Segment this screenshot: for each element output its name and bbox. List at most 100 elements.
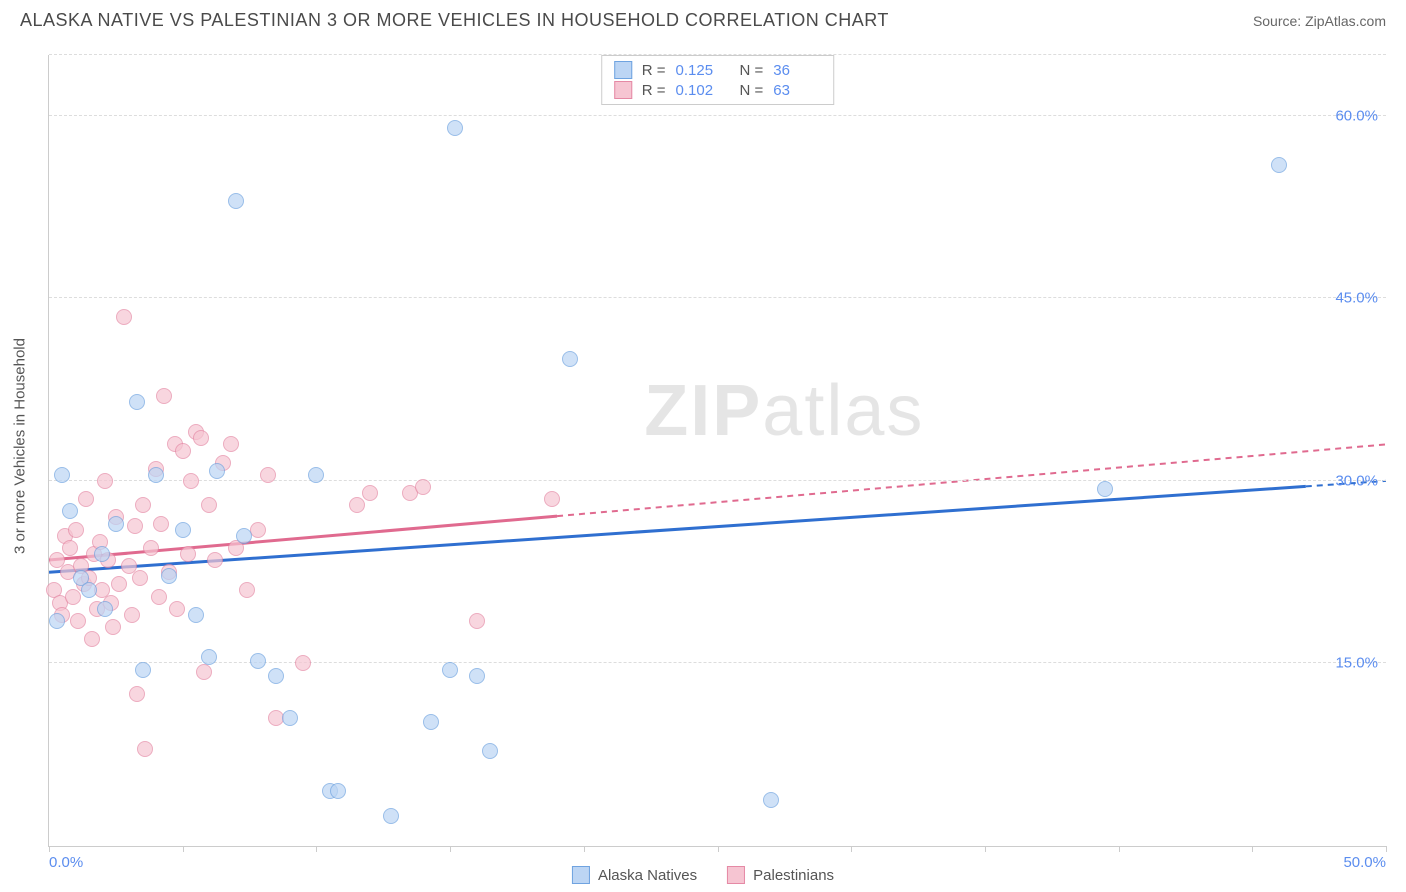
stat-n-value: 63 <box>773 82 821 99</box>
scatter-point <box>423 714 439 730</box>
scatter-point <box>207 552 223 568</box>
scatter-point <box>193 430 209 446</box>
stat-n-label: N = <box>740 62 764 79</box>
scatter-point <box>62 540 78 556</box>
gridline <box>49 115 1386 116</box>
scatter-point <box>135 662 151 678</box>
legend-item: Alaska Natives <box>572 866 697 884</box>
scatter-point <box>295 655 311 671</box>
series-swatch <box>614 81 632 99</box>
series-swatch <box>614 61 632 79</box>
gridline <box>49 54 1386 55</box>
scatter-point <box>68 522 84 538</box>
scatter-point <box>175 443 191 459</box>
scatter-point <box>239 582 255 598</box>
scatter-point <box>201 649 217 665</box>
scatter-point <box>129 686 145 702</box>
y-axis-label: 3 or more Vehicles in Household <box>12 338 29 554</box>
scatter-point <box>148 467 164 483</box>
stat-n-value: 36 <box>773 62 821 79</box>
chart-title: ALASKA NATIVE VS PALESTINIAN 3 OR MORE V… <box>20 10 889 31</box>
scatter-point <box>132 570 148 586</box>
scatter-point <box>447 120 463 136</box>
stats-legend: R = 0.125 N = 36R =0.102N =63 <box>601 55 835 105</box>
scatter-point <box>209 463 225 479</box>
scatter-point <box>236 528 252 544</box>
scatter-point <box>1271 157 1287 173</box>
scatter-point <box>151 589 167 605</box>
scatter-point <box>228 193 244 209</box>
scatter-point <box>383 808 399 824</box>
scatter-point <box>105 619 121 635</box>
x-tick <box>851 846 852 852</box>
stat-r-label: R = <box>642 62 666 79</box>
x-tick <box>718 846 719 852</box>
scatter-point <box>183 473 199 489</box>
scatter-point <box>137 741 153 757</box>
trend-lines <box>49 55 1386 846</box>
chart-header: ALASKA NATIVE VS PALESTINIAN 3 OR MORE V… <box>0 0 1406 41</box>
gridline <box>49 480 1386 481</box>
scatter-point <box>127 518 143 534</box>
x-tick <box>1119 846 1120 852</box>
legend-label: Palestinians <box>753 867 834 884</box>
watermark: ZIPatlas <box>644 370 924 452</box>
scatter-point <box>268 668 284 684</box>
stat-r-value: 0.125 <box>676 62 724 79</box>
scatter-point <box>201 497 217 513</box>
stats-row: R =0.102N =63 <box>614 80 822 100</box>
series-legend: Alaska Natives Palestinians <box>572 866 834 884</box>
x-tick-label: 50.0% <box>1343 854 1386 871</box>
gridline <box>49 297 1386 298</box>
x-tick <box>316 846 317 852</box>
scatter-point <box>282 710 298 726</box>
scatter-point <box>250 653 266 669</box>
scatter-point <box>49 613 65 629</box>
legend-swatch <box>572 866 590 884</box>
scatter-point <box>415 479 431 495</box>
legend-label: Alaska Natives <box>598 867 697 884</box>
legend-item: Palestinians <box>727 866 834 884</box>
scatter-point <box>223 436 239 452</box>
scatter-point <box>54 467 70 483</box>
scatter-point <box>763 792 779 808</box>
scatter-point <box>544 491 560 507</box>
scatter-point <box>111 576 127 592</box>
scatter-point <box>469 668 485 684</box>
x-tick <box>584 846 585 852</box>
scatter-point <box>124 607 140 623</box>
scatter-point <box>129 394 145 410</box>
y-tick-label: 30.0% <box>1335 472 1378 489</box>
scatter-point <box>161 568 177 584</box>
scatter-point <box>469 613 485 629</box>
scatter-point <box>108 516 124 532</box>
x-tick <box>49 846 50 852</box>
scatter-point <box>81 582 97 598</box>
scatter-point <box>482 743 498 759</box>
y-tick-label: 60.0% <box>1335 107 1378 124</box>
x-tick <box>183 846 184 852</box>
x-tick <box>1386 846 1387 852</box>
scatter-point <box>362 485 378 501</box>
scatter-point <box>97 601 113 617</box>
scatter-point <box>180 546 196 562</box>
scatter-point <box>349 497 365 513</box>
scatter-point <box>84 631 100 647</box>
scatter-point <box>330 783 346 799</box>
x-tick <box>450 846 451 852</box>
stat-r-label: R = <box>642 82 666 99</box>
scatter-point <box>260 467 276 483</box>
x-tick <box>985 846 986 852</box>
scatter-point <box>78 491 94 507</box>
scatter-point <box>196 664 212 680</box>
scatter-point <box>70 613 86 629</box>
scatter-point <box>135 497 151 513</box>
scatter-point <box>116 309 132 325</box>
scatter-chart: ZIPatlas R =0.125N =36R =0.102N =63 15.0… <box>48 55 1386 847</box>
y-tick-label: 45.0% <box>1335 290 1378 307</box>
scatter-point <box>62 503 78 519</box>
scatter-point <box>308 467 324 483</box>
scatter-point <box>442 662 458 678</box>
scatter-point <box>169 601 185 617</box>
scatter-point <box>153 516 169 532</box>
